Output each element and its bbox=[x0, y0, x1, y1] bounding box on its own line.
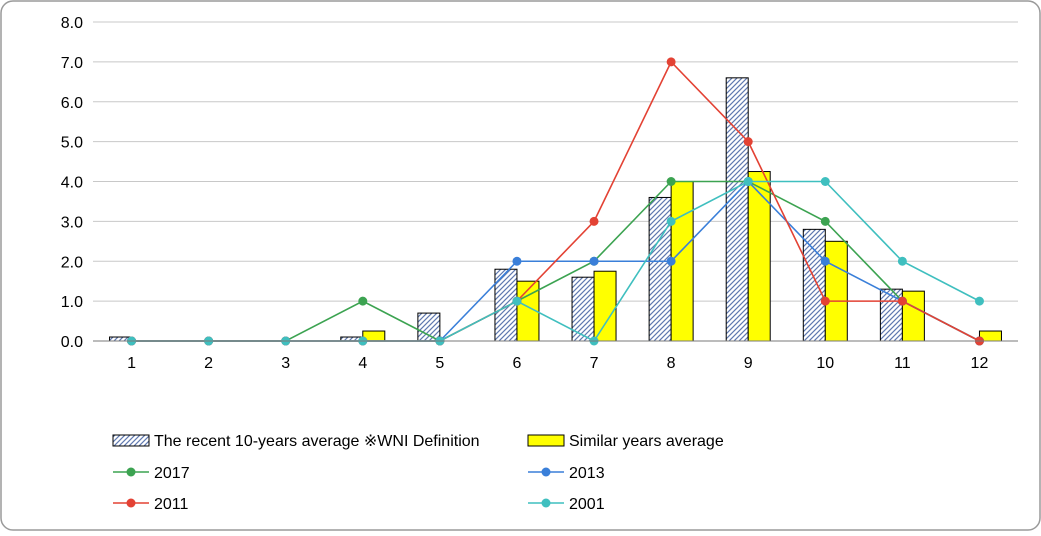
bar-similar-years bbox=[747, 171, 771, 342]
x-tick-label: 12 bbox=[971, 355, 989, 372]
gridlines bbox=[93, 21, 1018, 302]
legend-label-2001: 2001 bbox=[569, 496, 605, 513]
point-2013 bbox=[589, 256, 599, 266]
y-axis-ticks: 0.0 1.0 2.0 3.0 4.0 5.0 6.0 7.0 8.0 bbox=[61, 15, 83, 351]
point-2013 bbox=[666, 256, 676, 266]
legend: The recent 10-years average ※WNI Definit… bbox=[112, 433, 724, 513]
x-tick-label: 8 bbox=[667, 355, 676, 372]
point-2011 bbox=[743, 137, 753, 147]
point-2001 bbox=[512, 296, 522, 306]
x-tick-label: 1 bbox=[127, 355, 136, 372]
point-2013 bbox=[820, 256, 830, 266]
y-tick-label: 8.0 bbox=[61, 15, 83, 32]
bar-similar-years bbox=[824, 240, 848, 342]
point-2013 bbox=[512, 256, 522, 266]
point-2011 bbox=[589, 216, 599, 226]
x-tick-label: 11 bbox=[894, 355, 911, 372]
legend-marker-2001 bbox=[541, 498, 551, 508]
bar-recent-10yr bbox=[802, 228, 826, 342]
legend-swatch-similar-years bbox=[527, 434, 565, 447]
y-tick-label: 1.0 bbox=[61, 294, 83, 311]
point-2011 bbox=[820, 296, 830, 306]
x-tick-label: 10 bbox=[816, 355, 834, 372]
point-2001 bbox=[743, 177, 753, 186]
x-tick-label: 2 bbox=[204, 355, 213, 372]
point-2001 bbox=[897, 256, 907, 266]
x-tick-label: 3 bbox=[281, 355, 290, 372]
bar-recent-10yr bbox=[725, 77, 749, 342]
legend-marker-2011 bbox=[126, 498, 136, 508]
legend-label-recent-10yr: The recent 10-years average ※WNI Definit… bbox=[154, 433, 480, 450]
x-tick-label: 7 bbox=[590, 355, 599, 372]
legend-label-2013: 2013 bbox=[569, 465, 605, 482]
legend-label-2011: 2011 bbox=[154, 496, 189, 513]
legend-swatch-recent-10yr bbox=[112, 434, 150, 447]
bar-marks bbox=[109, 77, 1002, 342]
point-2001 bbox=[820, 177, 830, 186]
legend-marker-2013 bbox=[541, 467, 551, 477]
point-2017 bbox=[358, 296, 368, 306]
bar-similar-years bbox=[593, 270, 617, 342]
point-2011 bbox=[666, 57, 676, 67]
point-2017 bbox=[666, 177, 676, 186]
point-2011 bbox=[897, 296, 907, 306]
y-tick-label: 2.0 bbox=[61, 254, 83, 271]
x-tick-label: 4 bbox=[358, 355, 367, 372]
x-tick-label: 5 bbox=[435, 355, 444, 372]
y-tick-label: 3.0 bbox=[61, 214, 83, 231]
point-2017 bbox=[820, 216, 830, 226]
x-tick-label: 6 bbox=[513, 355, 522, 372]
bar-recent-10yr bbox=[417, 312, 441, 342]
x-tick-label: 9 bbox=[744, 355, 753, 372]
x-axis-ticks: 1 2 3 4 5 6 7 8 9 10 11 12 bbox=[127, 355, 988, 372]
y-tick-label: 0.0 bbox=[61, 334, 83, 351]
point-2001 bbox=[666, 216, 676, 226]
y-tick-label: 6.0 bbox=[61, 95, 83, 112]
y-tick-label: 7.0 bbox=[61, 55, 83, 72]
legend-label-2017: 2017 bbox=[154, 465, 190, 482]
y-tick-label: 4.0 bbox=[61, 175, 83, 192]
legend-marker-2017 bbox=[126, 467, 136, 477]
y-tick-label: 5.0 bbox=[61, 135, 83, 152]
legend-label-similar-years: Similar years average bbox=[569, 433, 724, 450]
point-2001 bbox=[974, 296, 984, 306]
